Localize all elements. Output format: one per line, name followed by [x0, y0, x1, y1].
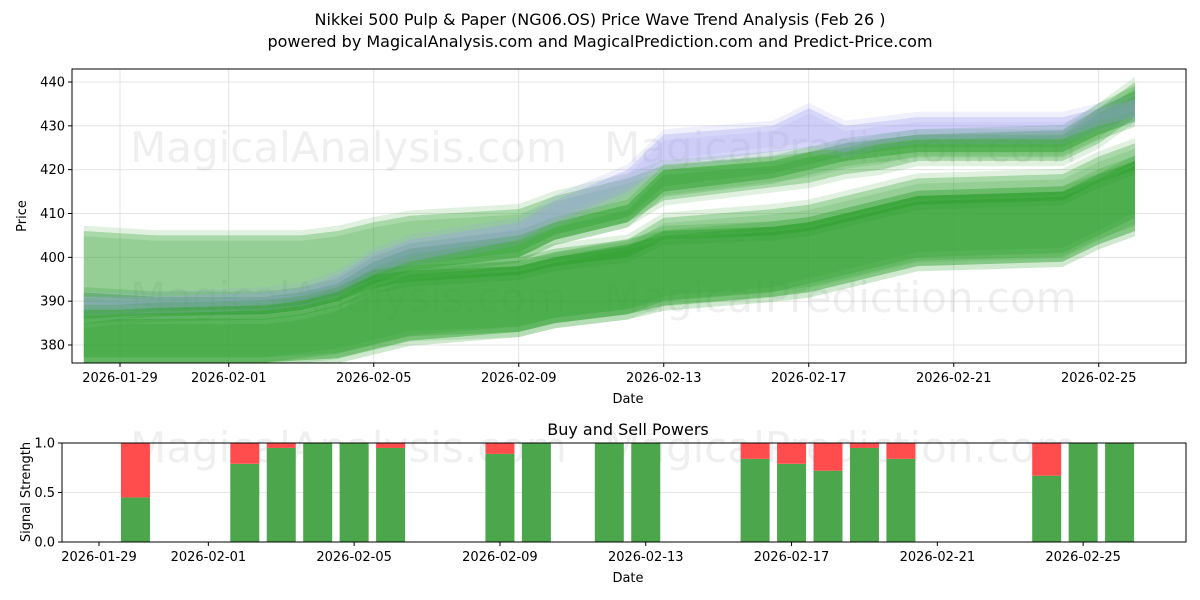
sell-bar — [230, 443, 260, 464]
y-tick-label: 0.0 — [34, 536, 55, 551]
x-tick-label: 2026-02-21 — [900, 550, 976, 565]
sell-bar — [485, 443, 515, 454]
buy-bar — [230, 463, 260, 542]
x-tick-label: 2026-02-25 — [1045, 550, 1121, 565]
buy-bar — [1105, 443, 1135, 542]
wave-band — [83, 160, 1135, 363]
buy-bar — [813, 470, 843, 542]
buy-bar — [485, 453, 515, 542]
wave-band — [83, 148, 1135, 363]
buy-sell-bars — [120, 443, 1135, 542]
watermark-text: MagicalAnalysis.com — [130, 273, 567, 322]
buy-bar — [120, 497, 150, 542]
x-tick-label: 2026-02-25 — [1061, 371, 1137, 386]
buy-sell-title: Buy and Sell Powers — [547, 420, 709, 439]
wave-band — [83, 138, 1135, 358]
wave-band — [83, 94, 1135, 310]
wave-band — [83, 76, 1135, 296]
price-plot-area — [72, 69, 1186, 363]
buy-sell-chart: Buy and Sell Powers MagicalAnalysis.comM… — [19, 420, 1187, 586]
wave-band — [83, 96, 1135, 324]
price-bands — [83, 76, 1135, 363]
price-x-ticks: 2026-01-29 2026-02-01 2026-02-05 2026-02-09… — [82, 363, 1137, 386]
sell-bar — [1032, 443, 1062, 476]
wave-band — [83, 104, 1135, 320]
y-tick-label: 0.5 — [34, 486, 55, 501]
buy-bar — [886, 458, 916, 542]
wave-band — [83, 155, 1135, 358]
price-watermarks: MagicalAnalysis.com MagicalPrediction.com… — [130, 123, 1077, 322]
x-tick-label: 2026-02-01 — [191, 371, 267, 386]
wave-band — [83, 90, 1135, 319]
sell-bar — [813, 443, 843, 471]
buy-bar — [266, 447, 296, 542]
buy-bar — [1068, 443, 1098, 542]
x-tick-label: 2026-02-09 — [462, 550, 538, 565]
wave-band — [83, 166, 1135, 363]
buy-bar — [303, 443, 333, 542]
y-tick-label: 420 — [40, 163, 65, 178]
sell-bar — [849, 443, 879, 448]
x-tick-label: 2026-02-17 — [754, 550, 830, 565]
buy-bar — [740, 458, 770, 542]
buy-sell-y-ticks: 0.0 0.5 1.0 — [34, 437, 62, 551]
watermark-text: MagicalPrediction.com — [604, 123, 1077, 172]
price-wave-chart: MagicalAnalysis.com MagicalPrediction.com… — [15, 68, 1187, 407]
y-tick-label: 390 — [40, 295, 65, 310]
sell-bar — [120, 443, 150, 498]
sell-bar — [266, 443, 296, 448]
x-tick-label: 2026-02-21 — [916, 371, 992, 386]
watermark-text: MagicalAnalysis.com — [130, 123, 567, 172]
wave-band — [83, 87, 1135, 307]
buy-bar — [521, 443, 551, 542]
y-tick-label: 380 — [40, 339, 65, 354]
x-tick-label: 2026-02-13 — [608, 550, 684, 565]
buy-sell-y-axis-label: Signal Strength — [19, 442, 34, 542]
buy-bar — [376, 447, 406, 542]
y-tick-label: 1.0 — [34, 437, 55, 452]
sell-bar — [886, 443, 916, 459]
chart-title: Nikkei 500 Pulp & Paper (NG06.OS) Price … — [314, 10, 886, 29]
y-tick-label: 400 — [40, 251, 65, 266]
wave-band — [83, 143, 1135, 363]
price-x-axis-label: Date — [612, 392, 643, 407]
wave-band — [83, 99, 1135, 315]
sell-bar — [740, 443, 770, 459]
x-tick-label: 2026-02-05 — [316, 550, 392, 565]
y-tick-label: 440 — [40, 76, 65, 91]
buy-bar — [631, 443, 661, 542]
sell-bar — [376, 443, 406, 448]
buy-bar — [777, 463, 807, 542]
x-tick-label: 2026-01-29 — [82, 371, 158, 386]
buy-bar — [339, 443, 369, 542]
wave-band — [83, 82, 1135, 302]
buy-sell-x-axis-label: Date — [612, 571, 643, 586]
price-axes-frame — [71, 68, 1187, 364]
chart-subtitle: powered by MagicalAnalysis.com and Magic… — [267, 32, 933, 51]
price-y-axis-label: Price — [15, 200, 30, 232]
x-tick-label: 2026-02-01 — [171, 550, 247, 565]
x-tick-label: 2026-02-05 — [336, 371, 412, 386]
price-grid — [72, 69, 1186, 363]
wave-band — [83, 85, 1135, 314]
buy-bar — [849, 447, 879, 542]
x-tick-label: 2026-02-09 — [481, 371, 557, 386]
buy-bar — [1032, 475, 1062, 542]
x-tick-label: 2026-01-29 — [61, 550, 137, 565]
price-y-ticks: 380 390 400 410 420 430 440 — [40, 76, 72, 354]
buy-sell-x-ticks: 2026-01-29 2026-02-01 2026-02-05 2026-02-09… — [61, 542, 1121, 565]
x-tick-label: 2026-02-13 — [626, 371, 702, 386]
buy-bar — [594, 443, 624, 542]
sell-bar — [777, 443, 807, 464]
y-tick-label: 410 — [40, 207, 65, 222]
y-tick-label: 430 — [40, 119, 65, 134]
x-tick-label: 2026-02-17 — [771, 371, 847, 386]
watermark-text: MagicalPrediction.com — [604, 273, 1077, 322]
